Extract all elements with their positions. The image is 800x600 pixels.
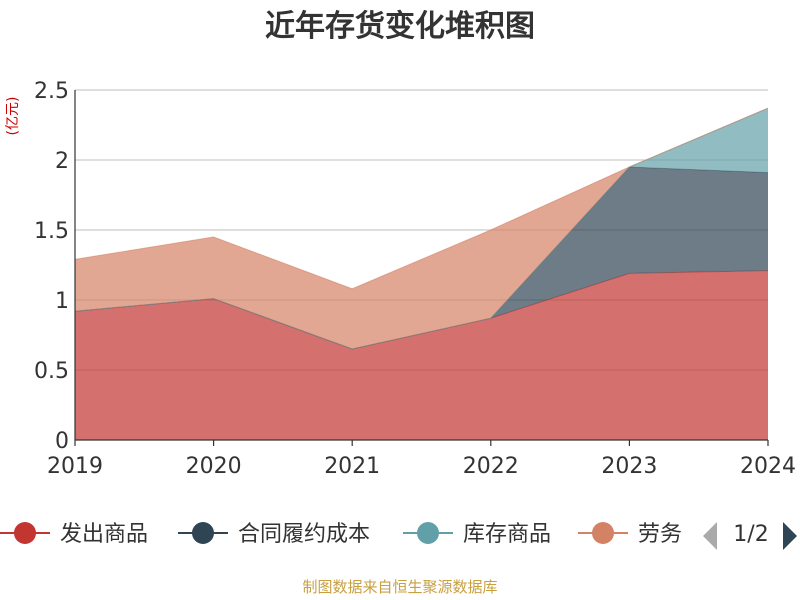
legend-label: 发出商品: [60, 522, 148, 547]
area-edge-3: [74, 107, 769, 290]
y-tick-label: 1: [55, 289, 69, 314]
axes: 0 0.5 1 1.5 2 2.5 2019 2020 2021 2022 2023 2024: [34, 79, 796, 479]
legend-item-0[interactable]: 发出商品: [0, 522, 148, 547]
source-note: 制图数据来自恒生聚源数据库: [302, 578, 497, 596]
area-series-1: [75, 167, 768, 349]
legend-label: 库存商品: [463, 522, 551, 547]
y-tick-label: 2.5: [34, 79, 69, 104]
legend-item-1[interactable]: 合同履约成本: [178, 522, 370, 547]
y-tick-label: 0.5: [34, 359, 69, 384]
legend-label: 劳务: [638, 522, 682, 547]
x-tick-label: 2024: [740, 454, 796, 479]
x-tick-label: 2019: [47, 454, 103, 479]
legend-prev-icon[interactable]: [703, 522, 717, 550]
legend-marker: [417, 522, 439, 544]
y-tick-label: 1.5: [34, 219, 69, 244]
legend-marker: [592, 522, 614, 544]
legend-page-indicator: 1/2: [733, 522, 768, 547]
chart-title: 近年存货变化堆积图: [265, 9, 535, 44]
y-tick-label: 2: [55, 149, 69, 174]
x-tick-label: 2023: [601, 454, 657, 479]
x-tick-label: 2020: [186, 454, 242, 479]
legend: 发出商品 合同履约成本 库存商品 劳务 1/2: [0, 505, 800, 560]
legend-marker: [192, 522, 214, 544]
legend-item-3[interactable]: 劳务: [578, 522, 682, 547]
area-series-3: [75, 108, 768, 349]
legend-next-icon[interactable]: [783, 522, 797, 550]
y-tick-label: 0: [55, 429, 69, 454]
x-tick-label: 2022: [463, 454, 519, 479]
y-axis-label: (亿元): [5, 97, 21, 136]
legend-label: 合同履约成本: [238, 522, 370, 547]
legend-item-2[interactable]: 库存商品: [403, 522, 551, 547]
x-tick-label: 2021: [324, 454, 380, 479]
legend-marker: [14, 522, 36, 544]
plot-areas: [74, 107, 769, 440]
area-series-0: [75, 270, 768, 440]
